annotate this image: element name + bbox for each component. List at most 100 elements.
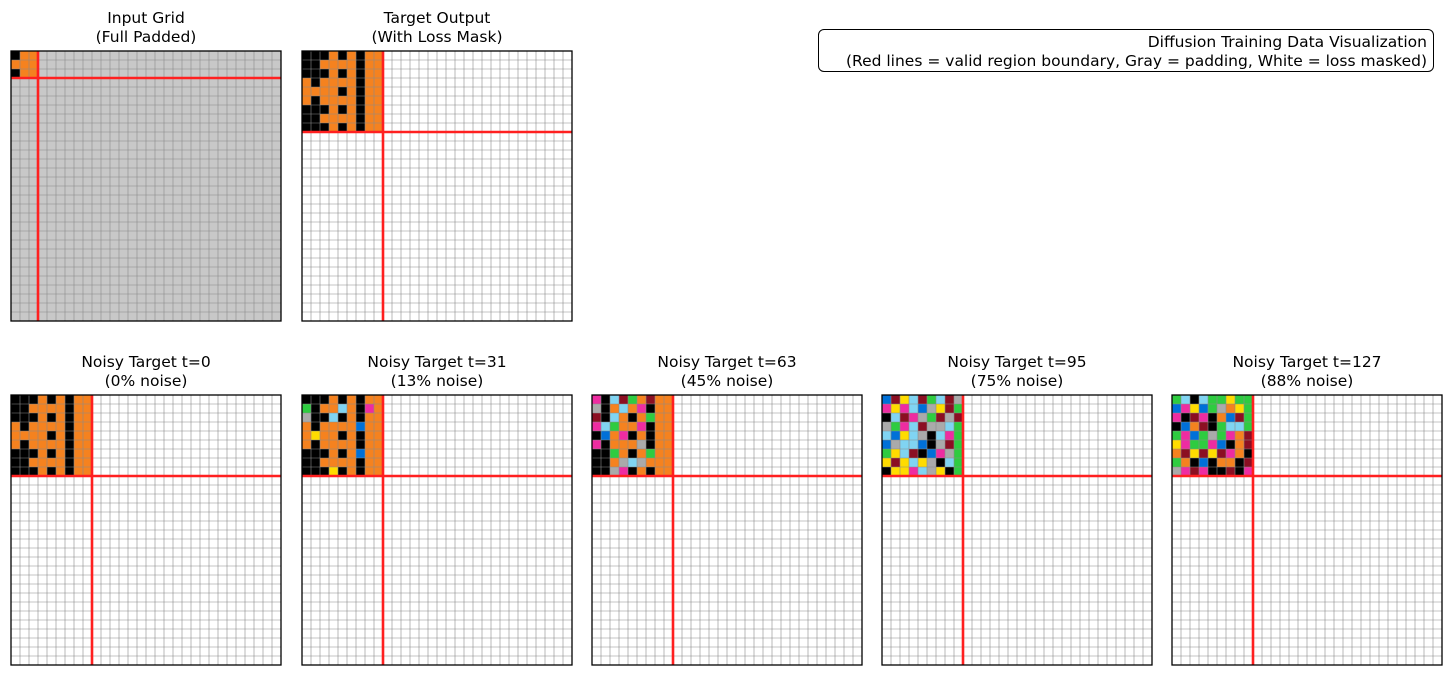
grid-cell	[601, 404, 610, 413]
grid-cell	[329, 123, 338, 132]
grid-cell	[909, 458, 918, 467]
grid-cell	[83, 440, 92, 449]
grid-cell	[891, 413, 900, 422]
grid-cell	[347, 458, 356, 467]
grid-cell	[356, 422, 365, 431]
grid-cell	[356, 78, 365, 87]
grid-cell	[927, 422, 936, 431]
grid-cell	[302, 395, 311, 404]
grid-cell	[83, 404, 92, 413]
grid-cell	[74, 467, 83, 476]
grid-cell	[338, 96, 347, 105]
grid-cell	[664, 404, 673, 413]
grid-cell	[1190, 404, 1199, 413]
grid-cell	[601, 458, 610, 467]
grid-cell	[1217, 458, 1226, 467]
grid-cell	[655, 440, 664, 449]
grid-cell	[11, 467, 20, 476]
grid-cell	[74, 449, 83, 458]
grid-cell	[1172, 395, 1181, 404]
grid-cell	[374, 395, 383, 404]
panel-1-grid	[10, 50, 282, 322]
grid-cell	[1199, 440, 1208, 449]
grid-cell	[927, 449, 936, 458]
grid-cell	[655, 422, 664, 431]
grid-cell	[1226, 413, 1235, 422]
grid-cell	[356, 449, 365, 458]
grid-cell	[1199, 404, 1208, 413]
grid-cell	[56, 440, 65, 449]
grid-cell	[302, 404, 311, 413]
grid-cell	[891, 458, 900, 467]
grid-frame	[301, 394, 573, 666]
grid-cell	[909, 431, 918, 440]
grid-cell	[1190, 431, 1199, 440]
grid-cell	[65, 458, 74, 467]
grid-cell	[637, 413, 646, 422]
grid-cell	[1217, 431, 1226, 440]
grid-cell	[338, 51, 347, 60]
grid-cell	[936, 422, 945, 431]
grid-cell	[38, 395, 47, 404]
grid-cell	[592, 458, 601, 467]
grid-cell	[1244, 395, 1253, 404]
grid-cell	[918, 467, 927, 476]
grid-cell	[927, 440, 936, 449]
grid-cell	[65, 449, 74, 458]
grid-cell	[83, 449, 92, 458]
grid-frame	[301, 50, 573, 322]
grid-cell	[11, 422, 20, 431]
grid-cell	[918, 404, 927, 413]
grid-cell	[1208, 404, 1217, 413]
grid-cell	[374, 114, 383, 123]
grid-cell	[20, 51, 29, 60]
grid-cell	[918, 458, 927, 467]
grid-cell	[320, 413, 329, 422]
grid-cell	[329, 69, 338, 78]
grid-cell	[311, 114, 320, 123]
grid-lines	[592, 395, 862, 665]
grid-cell	[347, 69, 356, 78]
grid-cell	[900, 431, 909, 440]
grid-cell	[329, 467, 338, 476]
grid-lines	[302, 51, 572, 321]
grid-cell	[374, 60, 383, 69]
grid-cell	[1217, 422, 1226, 431]
grid-cell	[83, 413, 92, 422]
grid-cell	[1181, 431, 1190, 440]
grid-cell	[11, 51, 20, 60]
grid-cell	[1172, 458, 1181, 467]
grid-cell	[891, 431, 900, 440]
grid-cell	[936, 467, 945, 476]
grid-cell	[302, 60, 311, 69]
grid-cell	[374, 404, 383, 413]
grid-cell	[38, 449, 47, 458]
grid-cell	[329, 395, 338, 404]
grid-cell	[954, 458, 963, 467]
grid-cell	[374, 51, 383, 60]
grid-cell	[47, 431, 56, 440]
grid-cell	[1199, 413, 1208, 422]
grid-cell	[601, 440, 610, 449]
grid-cell	[1199, 467, 1208, 476]
grid-cell	[927, 413, 936, 422]
grid-cell	[320, 105, 329, 114]
grid-cell	[338, 87, 347, 96]
panel-3-title: Noisy Target t=0 (0% noise)	[81, 353, 211, 390]
grid-cell	[374, 449, 383, 458]
grid-cell	[29, 413, 38, 422]
grid-cell	[311, 449, 320, 458]
grid-cell	[1172, 431, 1181, 440]
grid-cell	[311, 422, 320, 431]
grid-cell	[29, 69, 38, 78]
grid-cell	[320, 467, 329, 476]
grid-cell	[628, 413, 637, 422]
grid-cell	[1244, 431, 1253, 440]
grid-cell	[1172, 440, 1181, 449]
grid-cell	[891, 467, 900, 476]
grid-cell	[1199, 422, 1208, 431]
grid-cell	[628, 422, 637, 431]
grid-cell	[20, 60, 29, 69]
grid-cell	[882, 458, 891, 467]
grid-cell	[347, 51, 356, 60]
